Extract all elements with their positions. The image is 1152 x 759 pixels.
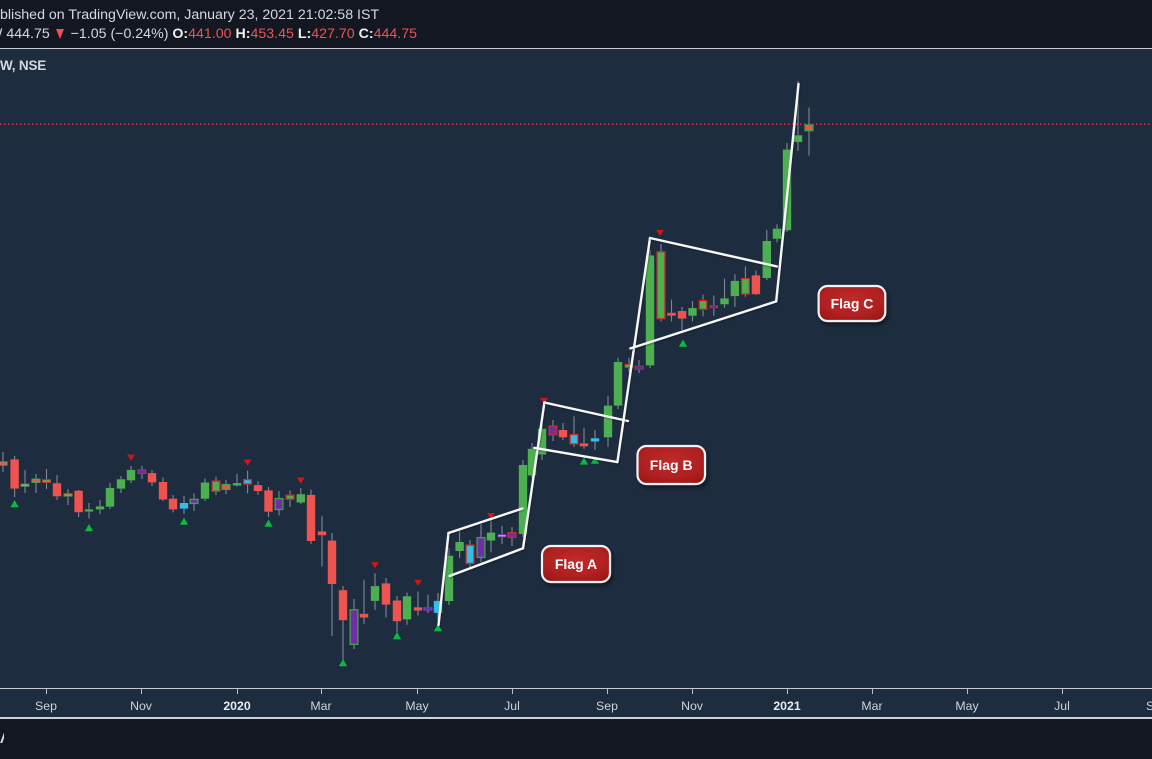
svg-text:Flag C: Flag C [831, 296, 874, 312]
svg-text:Flag A: Flag A [555, 556, 597, 572]
svg-text:Flag B: Flag B [650, 457, 693, 473]
